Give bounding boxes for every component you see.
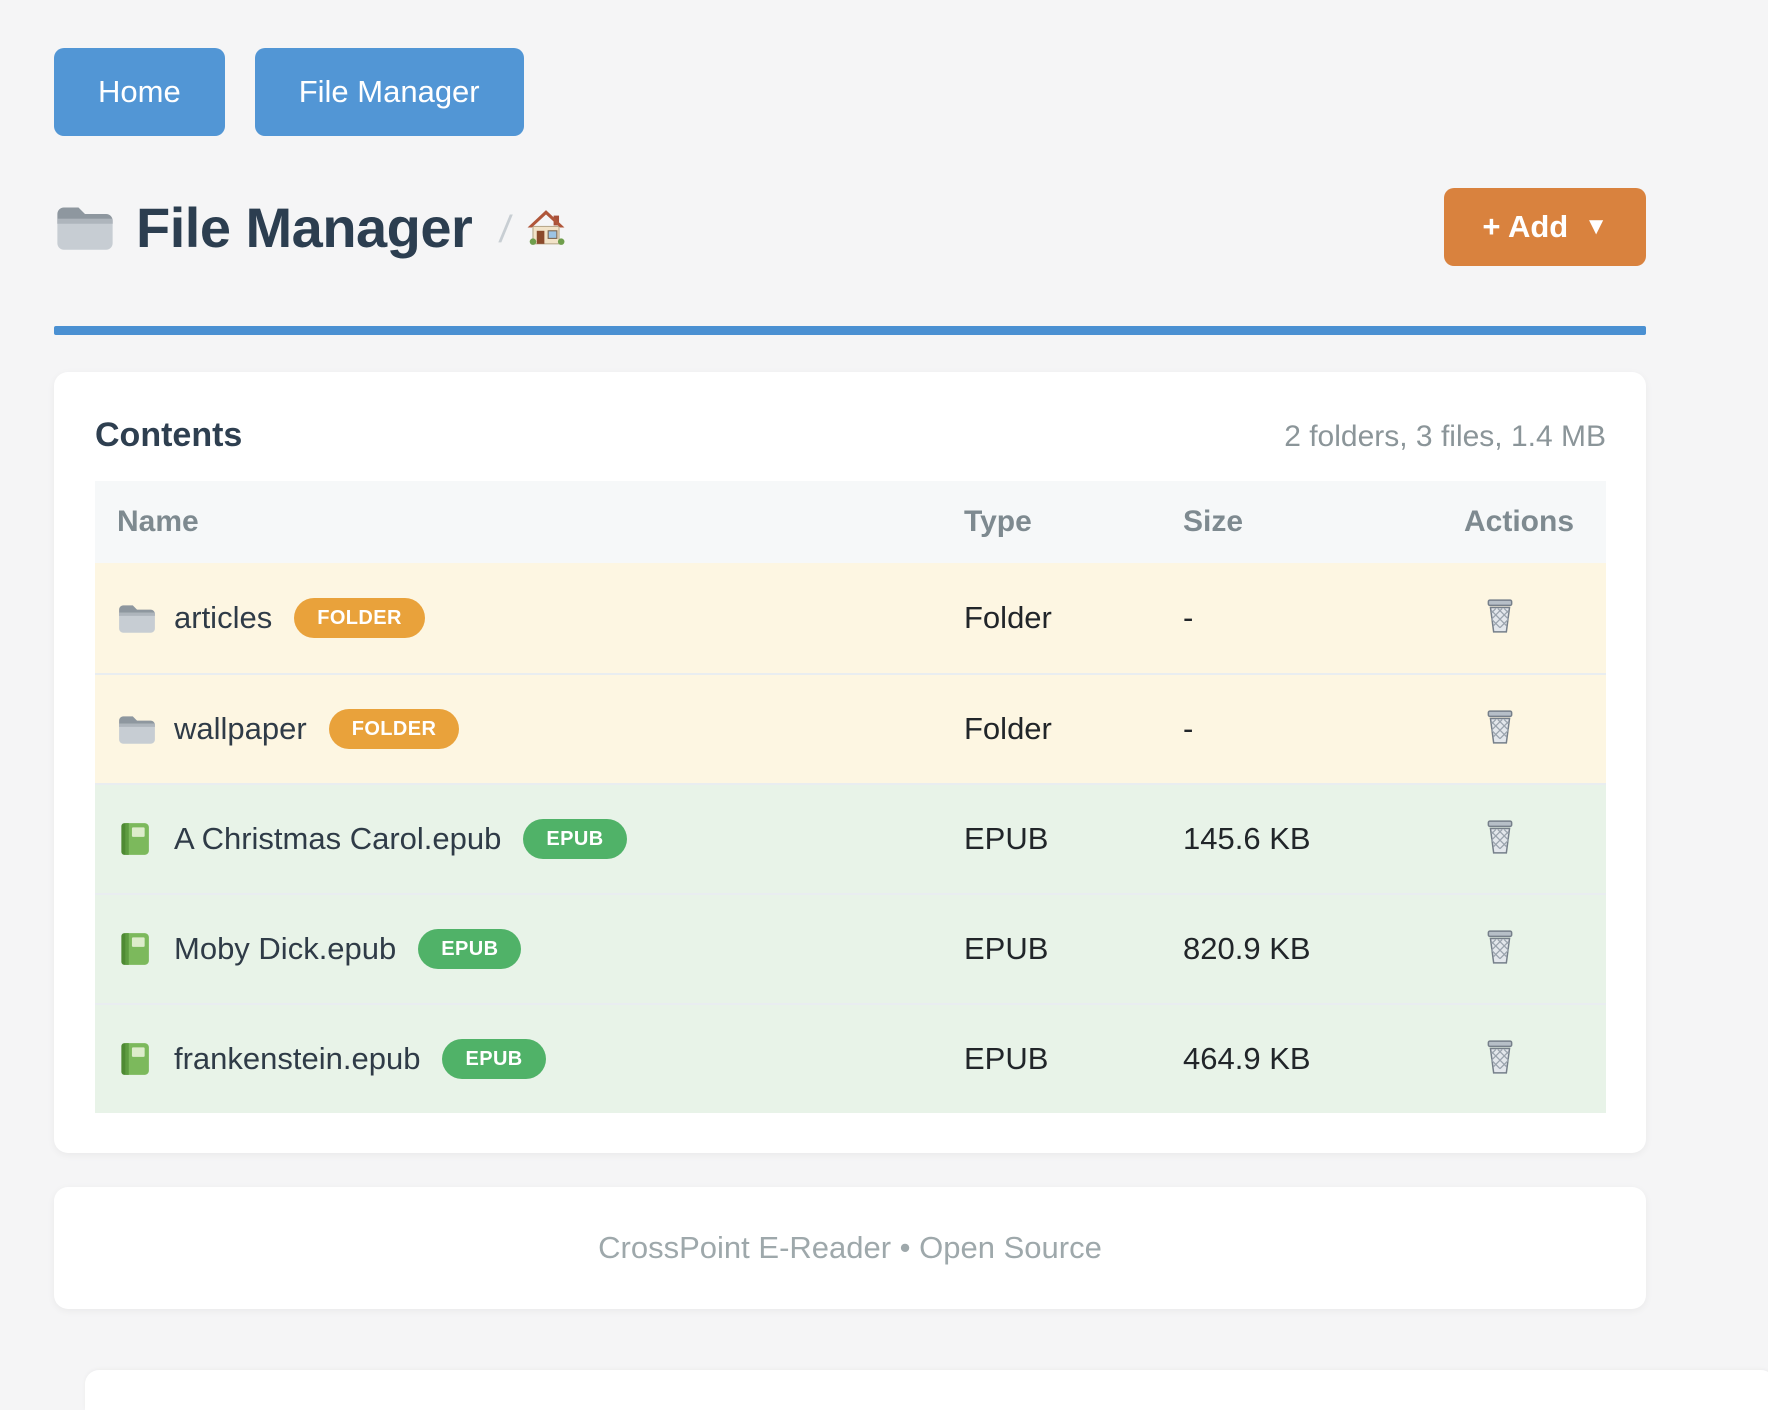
contents-title: Contents: [95, 416, 243, 454]
file-size: 464.9 KB: [1183, 1041, 1311, 1076]
house-icon[interactable]: [525, 208, 567, 246]
column-header-size: Size: [1183, 505, 1244, 538]
trash-icon: [1487, 1040, 1513, 1074]
type-badge: EPUB: [418, 929, 522, 969]
folder-icon: [54, 201, 116, 253]
file-name-link[interactable]: frankenstein.epub: [174, 1041, 421, 1076]
delete-button[interactable]: [1480, 1035, 1520, 1079]
page-title-group: File Manager /: [54, 195, 567, 260]
partial-card-bottom: [85, 1370, 1768, 1410]
file-name-link[interactable]: articles: [174, 600, 273, 635]
page: Home File Manager File Manager / + Add ▼…: [54, 0, 1646, 1309]
green-book-icon: [117, 1041, 157, 1077]
contents-card: Contents 2 folders, 3 files, 1.4 MB Name…: [54, 372, 1646, 1153]
title-row: File Manager / + Add ▼: [54, 186, 1646, 268]
green-book-icon: [117, 821, 157, 857]
column-header-actions: Actions: [1464, 505, 1575, 538]
breadcrumb-separator: /: [497, 208, 514, 251]
table-row: frankenstein.epub EPUB EPUB 464.9 KB: [95, 1003, 1606, 1113]
table-header-row: Name Type Size Actions: [95, 481, 1606, 563]
file-type: Folder: [964, 600, 1052, 635]
file-name-link[interactable]: A Christmas Carol.epub: [174, 821, 502, 856]
table-row: A Christmas Carol.epub EPUB EPUB 145.6 K…: [95, 783, 1606, 893]
type-badge: EPUB: [523, 819, 627, 859]
footer-card: CrossPoint E-Reader • Open Source: [54, 1187, 1646, 1309]
file-name-link[interactable]: Moby Dick.epub: [174, 931, 397, 966]
footer-text: CrossPoint E-Reader • Open Source: [598, 1230, 1102, 1265]
type-badge: FOLDER: [328, 709, 460, 749]
delete-button[interactable]: [1480, 925, 1520, 969]
page-title: File Manager: [136, 195, 473, 259]
file-type: EPUB: [964, 821, 1049, 856]
file-type: EPUB: [964, 1041, 1049, 1076]
file-type: EPUB: [964, 931, 1049, 966]
add-button-label: + Add: [1482, 209, 1569, 244]
delete-button[interactable]: [1480, 594, 1520, 638]
type-badge: EPUB: [442, 1039, 546, 1079]
file-size: 820.9 KB: [1183, 931, 1311, 966]
folder-icon: [117, 712, 157, 746]
table-row: Moby Dick.epub EPUB EPUB 820.9 KB: [95, 893, 1606, 1003]
chevron-down-icon: ▼: [1584, 213, 1608, 240]
table-row: wallpaper FOLDER Folder -: [95, 673, 1606, 783]
file-size: -: [1183, 600, 1194, 635]
column-header-type: Type: [964, 505, 1032, 538]
delete-button[interactable]: [1480, 705, 1520, 749]
delete-button[interactable]: [1480, 815, 1520, 859]
trash-icon: [1487, 599, 1513, 633]
file-manager-button[interactable]: File Manager: [254, 48, 524, 136]
trash-icon: [1487, 710, 1513, 744]
file-name-link[interactable]: wallpaper: [174, 711, 307, 746]
file-size: -: [1183, 711, 1194, 746]
title-divider: [54, 326, 1646, 335]
green-book-icon: [117, 931, 157, 967]
folder-icon: [117, 601, 157, 635]
table-row: articles FOLDER Folder -: [95, 563, 1606, 673]
trash-icon: [1487, 820, 1513, 854]
file-table: Name Type Size Actions articles FOLDER F…: [95, 481, 1606, 1113]
add-button[interactable]: + Add ▼: [1444, 188, 1646, 266]
home-button[interactable]: Home: [54, 48, 225, 136]
file-type: Folder: [964, 711, 1052, 746]
contents-summary: 2 folders, 3 files, 1.4 MB: [1284, 420, 1606, 453]
trash-icon: [1487, 930, 1513, 964]
type-badge: FOLDER: [294, 598, 425, 638]
column-header-name: Name: [117, 505, 199, 538]
contents-card-header: Contents 2 folders, 3 files, 1.4 MB: [95, 416, 1606, 455]
top-nav: Home File Manager: [54, 48, 1646, 136]
file-size: 145.6 KB: [1183, 821, 1311, 856]
